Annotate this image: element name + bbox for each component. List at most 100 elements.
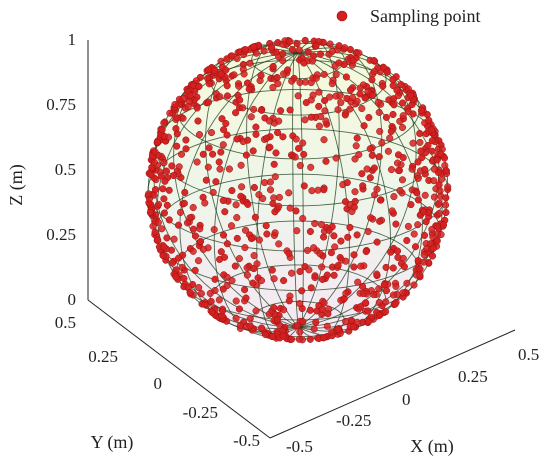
sampling-point	[250, 265, 258, 273]
sampling-point	[182, 145, 190, 153]
sampling-point	[262, 222, 270, 230]
sampling-point	[304, 48, 312, 56]
sampling-point	[409, 110, 417, 118]
sampling-point	[186, 92, 194, 100]
sampling-point	[379, 82, 387, 90]
sampling-point	[274, 129, 282, 137]
sampling-point	[205, 80, 213, 88]
sampling-point	[320, 334, 328, 342]
sampling-point	[346, 105, 354, 113]
sampling-point	[223, 281, 231, 290]
sampling-point	[359, 282, 367, 291]
sampling-point	[195, 82, 203, 90]
sampling-point	[331, 243, 339, 251]
sampling-point	[414, 174, 422, 182]
sampling-point	[159, 252, 167, 260]
sampling-point	[237, 161, 245, 169]
sampling-point	[221, 208, 229, 216]
x-tick-label: -0.5	[286, 437, 313, 456]
sampling-point	[258, 106, 266, 114]
sampling-point	[151, 228, 159, 236]
sampling-point	[201, 300, 209, 308]
sampling-point	[252, 307, 260, 315]
sampling-point	[341, 111, 349, 119]
sampling-point	[231, 262, 239, 270]
sampling-point	[300, 59, 308, 67]
sampling-point	[420, 251, 428, 259]
sampling-point	[393, 159, 402, 167]
sampling-point	[191, 266, 199, 274]
sampling-point	[195, 131, 204, 139]
sampling-point	[223, 273, 231, 281]
sampling-point	[265, 117, 273, 125]
sampling-point	[437, 150, 445, 158]
sampling-point	[307, 113, 315, 121]
sampling-point	[174, 221, 183, 229]
sampling-point	[411, 243, 420, 251]
sampling-point	[317, 221, 326, 229]
sampling-point	[268, 43, 276, 51]
sampling-point	[257, 277, 266, 285]
sampling-point	[243, 264, 251, 272]
sampling-point	[364, 87, 372, 96]
sampling-point	[210, 226, 218, 234]
z-tick-label: 1	[68, 30, 77, 49]
sampling-point	[378, 139, 386, 147]
sampling-point	[160, 243, 168, 251]
sampling-point	[173, 142, 181, 150]
sampling-point	[414, 158, 422, 166]
sampling-point	[288, 45, 296, 54]
sampling-point	[237, 192, 245, 200]
sampling-point	[247, 235, 256, 243]
sampling-point	[268, 266, 276, 274]
sampling-point	[246, 315, 254, 323]
sampling-point	[430, 165, 438, 173]
sampling-point	[387, 248, 395, 256]
sampling-point	[211, 286, 219, 295]
sampling-point	[375, 108, 383, 116]
legend: Sampling point	[336, 6, 481, 26]
sampling-point	[359, 289, 367, 298]
sampling-point	[168, 259, 176, 267]
sampling-point	[263, 134, 271, 142]
sampling-point	[279, 50, 287, 58]
sampling-point	[435, 209, 443, 218]
sampling-point	[300, 150, 308, 158]
sampling-point	[194, 257, 203, 265]
sampling-point	[275, 117, 283, 125]
sampling-point	[227, 222, 236, 230]
sampling-point	[296, 267, 304, 276]
sampling-point	[211, 66, 219, 74]
legend-label: Sampling point	[370, 6, 481, 26]
sampling-point	[212, 178, 220, 186]
sampling-point	[207, 297, 215, 306]
sampling-point	[300, 182, 308, 190]
sampling-point	[247, 113, 255, 121]
sampling-point	[342, 289, 350, 297]
sampling-point	[353, 231, 361, 239]
sampling-point	[390, 193, 398, 201]
sampling-point	[252, 123, 260, 131]
sampling-point	[373, 270, 381, 278]
sampling-point	[223, 131, 231, 139]
sampling-point	[375, 153, 383, 161]
sampling-point	[399, 154, 407, 162]
sampling-point	[299, 318, 307, 326]
sampling-point	[306, 227, 314, 236]
sphere-surface	[148, 40, 448, 340]
sampling-point	[261, 331, 270, 339]
sampling-point	[246, 322, 254, 330]
sampling-point	[189, 225, 197, 233]
sampling-point	[316, 50, 325, 58]
sampling-point	[266, 186, 275, 194]
sampling-point	[146, 208, 154, 216]
sampling-point	[301, 116, 309, 124]
sampling-point	[350, 251, 358, 259]
sampling-point	[207, 129, 216, 137]
sampling-point	[269, 62, 277, 71]
sampling-point	[285, 189, 293, 197]
sampling-point	[191, 232, 199, 240]
sampling-point	[199, 245, 207, 253]
sampling-point	[376, 127, 384, 135]
